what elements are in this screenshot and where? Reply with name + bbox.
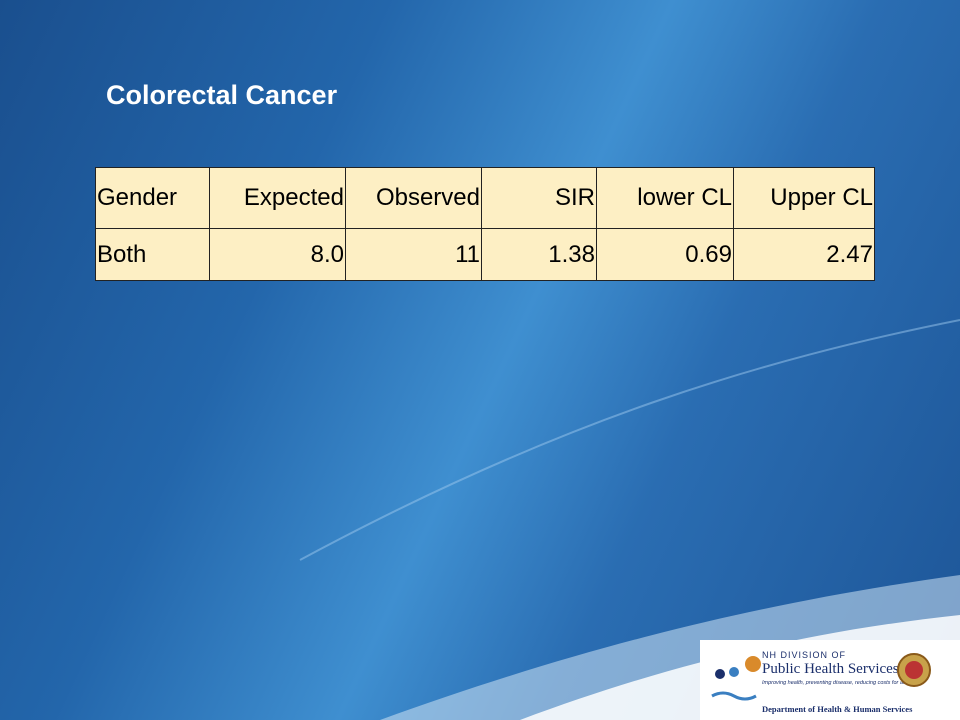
header-cell: Observed xyxy=(345,167,482,229)
logo-department: Department of Health & Human Services xyxy=(762,704,913,714)
slide-title: Colorectal Cancer xyxy=(106,80,338,110)
header-cell: Upper CL xyxy=(733,167,875,229)
table-cell: 1.38 xyxy=(481,228,597,281)
header-cell: Expected xyxy=(209,167,346,229)
logo-line1: NH DIVISION OF xyxy=(762,650,847,660)
logo-line2: Public Health Services xyxy=(762,661,899,677)
table-cell: 2.47 xyxy=(733,228,875,281)
header-cell: Gender xyxy=(95,167,210,229)
table-cell: Both xyxy=(95,228,210,281)
logo: NH DIVISION OF Public Health Services Im… xyxy=(700,640,960,720)
logo-icon xyxy=(711,656,761,701)
table-cell: 0.69 xyxy=(596,228,734,281)
table-row: Both 8.0 11 1.38 0.69 2.47 xyxy=(95,228,875,281)
header-cell: SIR xyxy=(481,167,597,229)
table-cell: 8.0 xyxy=(209,228,346,281)
header-cell: lower CL xyxy=(596,167,734,229)
table-cell: 11 xyxy=(345,228,482,281)
state-seal xyxy=(897,653,931,687)
header-row: Gender Expected Observed SIR lower CL Upper C… xyxy=(95,167,875,229)
logo-tagline: Improving health, preventing disease, re… xyxy=(762,680,906,686)
data-table: Gender Expected Observed SIR lower CL Upper C… xyxy=(95,167,875,281)
